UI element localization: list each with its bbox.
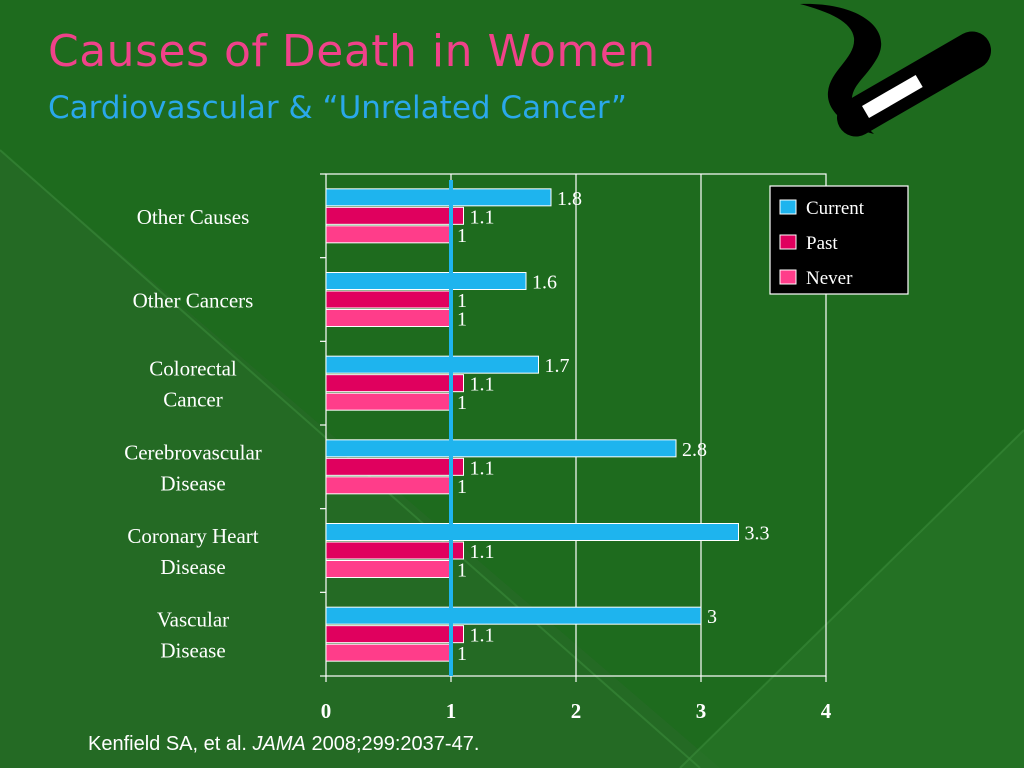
category-label: Other Causes — [137, 205, 250, 229]
data-label-current: 1.8 — [557, 188, 582, 210]
bar-current — [325, 355, 539, 374]
x-tick-label: 2 — [571, 699, 582, 723]
data-label-current: 1.7 — [545, 355, 570, 377]
category-label-line: Cerebrovascular — [124, 440, 262, 464]
bar-current — [325, 272, 527, 290]
chart-category-labels: Other Causes Other Cancers Colorectal Cance… — [124, 205, 262, 663]
legend-swatch-past — [779, 234, 797, 250]
category-label: Other Cancers — [133, 289, 254, 313]
data-label-never: 1 — [457, 643, 467, 665]
category-label-line: Vascular — [157, 608, 229, 632]
data-label-past: 1.1 — [470, 206, 495, 228]
data-label-current: 2.8 — [682, 439, 707, 461]
citation-details: 2008;299:2037-47. — [311, 733, 480, 755]
smoke-wisp-shape — [800, 3, 882, 134]
bar-current — [325, 188, 552, 207]
data-label-never: 1 — [457, 309, 467, 331]
data-label-past: 1.1 — [470, 457, 495, 479]
bar-never — [325, 643, 452, 662]
legend-label-never: Never — [806, 268, 853, 289]
legend-swatch-current — [779, 199, 797, 215]
category-label-line: Cancer — [163, 388, 222, 412]
chart-legend: Current Past Never — [769, 185, 909, 295]
category-label-line: Disease — [160, 471, 225, 495]
legend-label-past: Past — [806, 233, 838, 254]
data-label-current: 1.6 — [532, 272, 557, 294]
chart-x-tick-labels: 0 1 2 3 4 — [321, 699, 832, 723]
data-label-current: 3 — [707, 606, 717, 628]
category-label-line: Disease — [160, 639, 225, 663]
category-label-line: Disease — [160, 555, 225, 579]
legend-swatch-never — [779, 269, 797, 285]
category-label-line: Colorectal — [149, 357, 237, 381]
bar-current — [325, 439, 677, 458]
citation-authors: Kenfield SA, et al. — [88, 733, 247, 755]
data-label-never: 1 — [457, 476, 467, 498]
x-tick-label: 1 — [446, 699, 457, 723]
background-diagonal-line-2 — [679, 429, 1024, 768]
data-label-past: 1.1 — [470, 374, 495, 396]
category-label: Coronary Heart Disease — [127, 524, 258, 579]
cigarette-smoke-icon — [800, 3, 992, 137]
category-label-line: Other Cancers — [133, 289, 254, 313]
bar-past — [325, 457, 464, 476]
data-label-past: 1.1 — [470, 541, 495, 563]
chart-grid — [325, 173, 827, 677]
legend-label-current: Current — [806, 198, 865, 219]
category-label-line: Other Causes — [137, 205, 250, 229]
data-label-never: 1 — [457, 225, 467, 247]
category-label: Cerebrovascular Disease — [124, 440, 262, 495]
data-label-past: 1 — [457, 290, 467, 312]
category-label: Vascular Disease — [157, 608, 229, 663]
slide-subtitle: Cardiovascular & “Unrelated Cancer” — [48, 90, 627, 126]
bar-past — [325, 374, 464, 393]
data-label-current: 3.3 — [745, 523, 770, 545]
bar-past — [325, 206, 464, 225]
citation-journal: JAMA — [252, 733, 306, 755]
bar-never — [325, 225, 452, 244]
bar-current — [325, 523, 739, 541]
data-label-past: 1.1 — [470, 625, 495, 647]
bar-never — [325, 476, 452, 495]
cigarette-band — [862, 74, 923, 119]
bar-never — [325, 560, 452, 578]
category-label: Colorectal Cancer — [149, 357, 237, 412]
bar-past — [325, 541, 464, 560]
bar-past — [325, 625, 464, 644]
bar-never — [325, 309, 452, 327]
chart-bars — [325, 180, 739, 676]
bar-current — [325, 606, 702, 625]
x-tick-label: 4 — [821, 699, 832, 723]
x-tick-label: 0 — [321, 699, 332, 723]
x-tick-label: 3 — [696, 699, 707, 723]
data-label-never: 1 — [457, 560, 467, 582]
slide-title: Causes of Death in Women — [48, 26, 656, 77]
chart-axes — [320, 173, 827, 682]
category-label-line: Coronary Heart — [127, 524, 258, 548]
bar-never — [325, 392, 452, 411]
data-label-never: 1 — [457, 392, 467, 414]
bar-past — [325, 290, 452, 309]
citation: Kenfield SA, et al. JAMA 2008;299:2037-4… — [88, 733, 479, 756]
